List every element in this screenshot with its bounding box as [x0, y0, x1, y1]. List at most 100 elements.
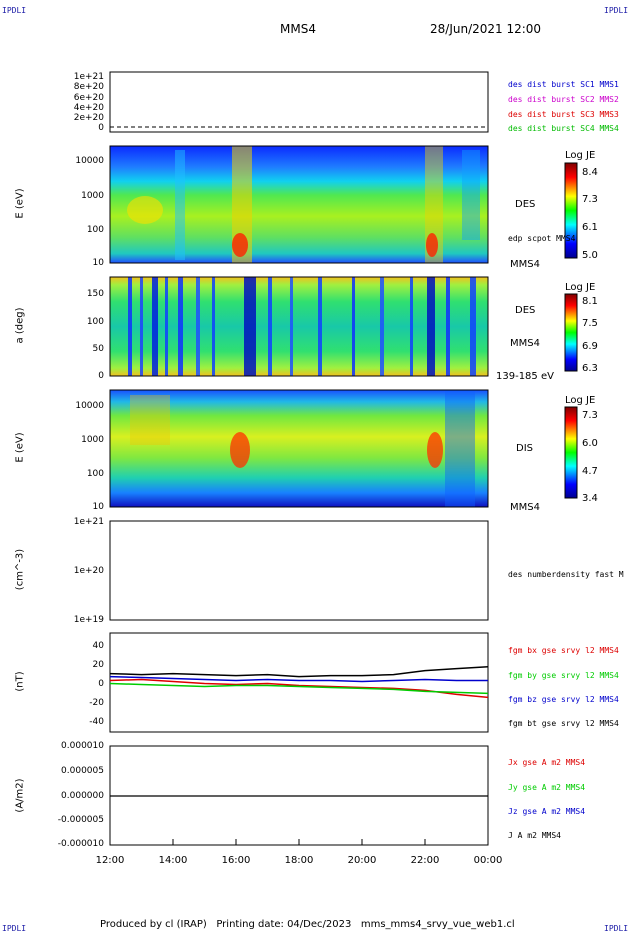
colorbar-des-energy-tick-1: 7.3 — [582, 194, 598, 205]
ytick-pitch-3: 0 — [98, 371, 104, 381]
xtick-1: 14:00 — [158, 855, 188, 866]
pitch-stripe — [212, 277, 215, 376]
footer-credits: Produced by cl (IRAP) Printing date: 04/… — [100, 919, 515, 930]
legend-burst-sc2: des dist burst SC2 MMS2 — [508, 95, 619, 104]
pitch-stripe — [427, 277, 435, 376]
ylabel-dis-energy: E (eV) — [14, 432, 26, 463]
ytick-density-2: 1e+19 — [73, 615, 104, 625]
legend-fgm-bt: fgm bt gse srvy l2 MMS4 — [508, 719, 619, 728]
legend-burst-sc3: des dist burst SC3 MMS3 — [508, 110, 619, 119]
pitch-stripe — [318, 277, 322, 376]
xtick-5: 22:00 — [410, 855, 440, 866]
ytick-burst-5: 0 — [98, 123, 104, 133]
ytick-fgm-4: -40 — [89, 717, 104, 727]
plot-title: MMS4 — [280, 22, 316, 36]
legend-current-j: J A m2 MMS4 — [508, 831, 561, 840]
ytick-burst-2: 6e+20 — [73, 93, 104, 103]
xtick-3: 18:00 — [284, 855, 314, 866]
ytick-burst-4: 2e+20 — [73, 113, 104, 123]
colorbar-dis-energy-tick-2: 4.7 — [582, 466, 598, 477]
colorbar-des-pitch-title: Log JE — [565, 282, 596, 293]
colorbar-des-energy — [564, 162, 578, 259]
des-pitch-instrument: DES — [515, 305, 536, 316]
ylabel-density: (cm^-3) — [14, 548, 26, 591]
fgm-series-line-0 — [109, 678, 489, 699]
pitch-stripe — [446, 277, 450, 376]
ytick-pitch-1: 100 — [86, 317, 104, 327]
pitch-stripe — [196, 277, 200, 376]
ytick-current-1: 0.000005 — [61, 766, 104, 776]
legend-burst-sc1: des dist burst SC1 MMS1 — [508, 80, 619, 89]
ytick-current-3: -0.000005 — [57, 815, 104, 825]
colorbar-des-pitch-tick-0: 8.1 — [582, 296, 598, 307]
colorbar-des-energy-title: Log JE — [565, 150, 596, 161]
corner-mark-bottom-left: IPDLI — [2, 924, 27, 933]
panel-dis-energy — [109, 389, 489, 508]
colorbar-dis-energy-tick-0: 7.3 — [582, 410, 598, 421]
pitch-stripe — [178, 277, 183, 376]
ytick-burst-0: 1e+21 — [73, 72, 104, 82]
pitch-stripe — [352, 277, 355, 376]
pitch-stripe — [410, 277, 413, 376]
xtick-0: 12:00 — [95, 855, 125, 866]
ylabel-current: (A/m2) — [14, 778, 26, 813]
des-energy-spacecraft: MMS4 — [510, 259, 540, 270]
dis-energy-features — [130, 390, 475, 507]
corner-mark-top-right: IPDLI — [604, 6, 629, 15]
legend-current-jx: Jx gse A m2 MMS4 — [508, 758, 586, 767]
des-energy-instrument: DES — [515, 199, 536, 210]
ytick-density-1: 1e+20 — [73, 566, 104, 576]
pitch-stripe — [290, 277, 293, 376]
ytick-dis-e-1: 1000 — [81, 435, 104, 445]
colorbar-dis-energy-tick-3: 3.4 — [582, 493, 598, 504]
colorbar-dis-energy — [564, 406, 578, 499]
pitch-stripe — [470, 277, 476, 376]
colorbar-des-pitch-tick-3: 6.3 — [582, 363, 598, 374]
panel-fgm — [109, 632, 489, 733]
ytick-fgm-2: 0 — [98, 679, 104, 689]
colorbar-des-pitch-tick-2: 6.9 — [582, 341, 598, 352]
fgm-series-line-3 — [109, 665, 489, 678]
panel-des-pitch — [109, 276, 489, 377]
ytick-dis-e-0: 10000 — [75, 401, 104, 411]
ytick-fgm-0: 40 — [92, 641, 104, 651]
ytick-density-0: 1e+21 — [73, 517, 104, 527]
panel-current — [109, 745, 489, 846]
ytick-fgm-3: -20 — [89, 698, 104, 708]
legend-burst-sc4: des dist burst SC4 MMS4 — [508, 124, 619, 133]
ytick-des-e-1: 1000 — [81, 191, 104, 201]
ylabel-fgm: (nT) — [14, 671, 26, 692]
ytick-fgm-1: 20 — [92, 660, 104, 670]
colorbar-dis-energy-tick-1: 6.0 — [582, 438, 598, 449]
panel-des-energy — [109, 145, 489, 264]
ytick-pitch-2: 50 — [92, 344, 104, 354]
legend-fgm-bz: fgm bz gse srvy l2 MMS4 — [508, 695, 619, 704]
fgm-series-line-1 — [109, 682, 489, 695]
ytick-des-e-2: 100 — [86, 225, 104, 235]
legend-current-jy: Jy gse A m2 MMS4 — [508, 783, 586, 792]
legend-current-jz: Jz gse A m2 MMS4 — [508, 807, 586, 816]
colorbar-des-pitch-tick-1: 7.5 — [582, 318, 598, 329]
dis-energy-instrument: DIS — [516, 443, 533, 454]
des-energy-features — [127, 146, 480, 263]
ytick-des-e-0: 10000 — [75, 156, 104, 166]
colorbar-dis-energy-title: Log JE — [565, 395, 596, 406]
ytick-dis-e-3: 10 — [92, 502, 104, 512]
panel-density — [109, 520, 489, 621]
pitch-stripe — [152, 277, 158, 376]
xtick-2: 16:00 — [221, 855, 251, 866]
legend-density: des numberdensity fast M — [508, 570, 624, 579]
ylabel-des-energy: E (eV) — [14, 188, 26, 219]
pitch-stripe — [140, 277, 143, 376]
colorbar-des-energy-tick-3: 5.0 — [582, 250, 598, 261]
pitch-stripe — [128, 277, 132, 376]
ytick-burst-1: 8e+20 — [73, 82, 104, 92]
ytick-des-e-3: 10 — [92, 258, 104, 268]
dis-energy-spacecraft: MMS4 — [510, 502, 540, 513]
ytick-pitch-0: 150 — [86, 289, 104, 299]
ytick-current-0: 0.000010 — [61, 741, 104, 751]
pitch-stripe — [244, 277, 256, 376]
pitch-stripe — [380, 277, 384, 376]
x-axis-ticks — [109, 839, 489, 845]
